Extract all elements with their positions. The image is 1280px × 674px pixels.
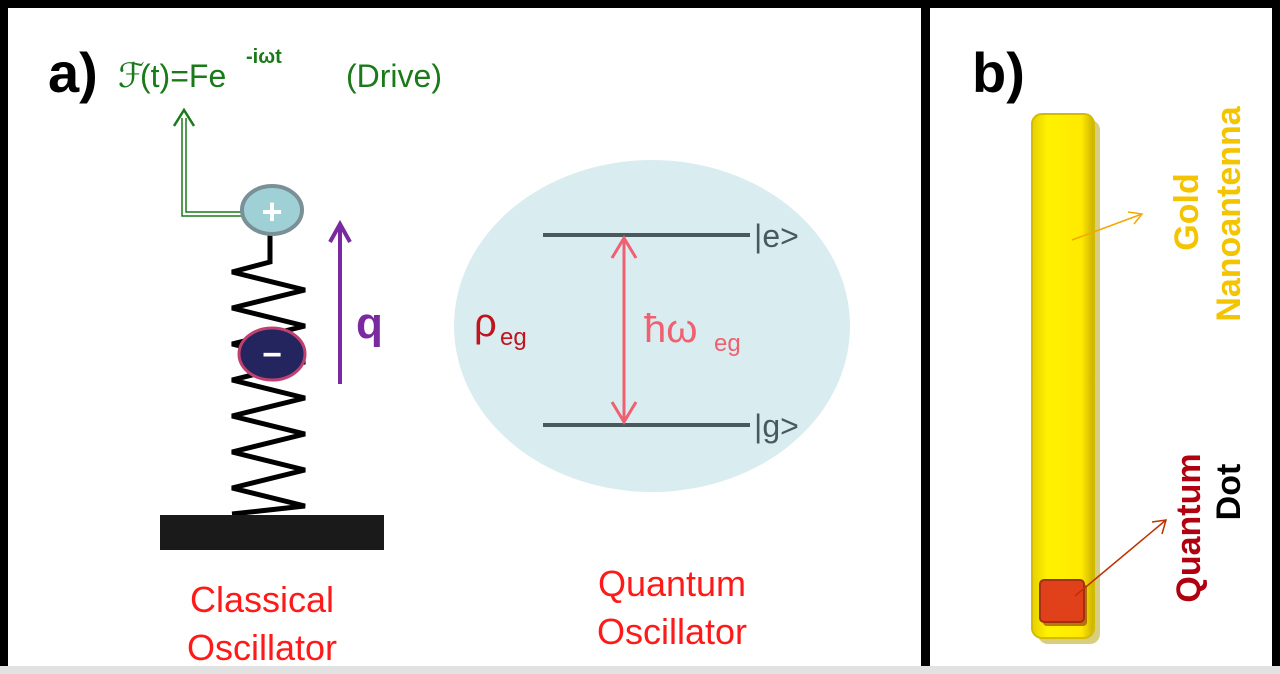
panel-divider xyxy=(921,0,930,666)
drive-label: (Drive) xyxy=(346,58,442,94)
frame-right-border xyxy=(1272,0,1280,674)
displacement-label: q xyxy=(356,299,383,348)
spring xyxy=(231,232,306,517)
rho-sub: eg xyxy=(500,324,527,351)
panel-b-label: b) xyxy=(972,41,1025,104)
gold-nanoantenna xyxy=(1031,113,1100,644)
classical-caption: Classical Oscillator xyxy=(187,579,337,668)
antenna-pointer xyxy=(1071,211,1144,241)
rho-main: ρ xyxy=(474,301,497,345)
quantum-caption: Quantum Oscillator xyxy=(597,563,747,652)
plus-sign: + xyxy=(261,191,282,232)
quantum-caption-line1: Quantum xyxy=(598,563,746,604)
drive-force-symbol: ℱ xyxy=(118,56,145,96)
minus-sign: − xyxy=(262,336,282,374)
excited-state-label: |e> xyxy=(754,218,799,254)
base-plate xyxy=(160,515,384,550)
antenna-label-line1: Gold xyxy=(1168,173,1206,250)
dot-label: Quantum Dot xyxy=(1170,453,1248,602)
negative-charge: − xyxy=(237,326,307,382)
dot-pointer xyxy=(1074,519,1168,597)
drive-expression: (t)=Fe xyxy=(140,58,226,94)
drive-wire xyxy=(172,107,242,217)
quantum-caption-line2: Oscillator xyxy=(597,611,747,652)
quantum-dot xyxy=(1039,579,1087,626)
transition-arrow xyxy=(610,235,638,425)
coherence-label: ρ eg xyxy=(474,301,527,351)
ground-state-label: |g> xyxy=(754,408,799,444)
dot-label-line1: Quantum xyxy=(1170,453,1208,602)
frame-bottom-strip xyxy=(0,666,1280,674)
transition-energy-label: ħω eg xyxy=(644,307,741,357)
frame-left-border xyxy=(0,0,8,674)
classical-caption-line2: Oscillator xyxy=(187,627,337,668)
displacement-arrow xyxy=(328,219,352,384)
quantum-cloud xyxy=(454,160,850,492)
antenna-label-line2: Nanoantenna xyxy=(1210,105,1248,321)
classical-caption-line1: Classical xyxy=(190,579,334,620)
panel-a-label: a) xyxy=(48,41,98,104)
energy-sub: eg xyxy=(714,330,741,357)
drive-exponent: -iωt xyxy=(246,46,282,68)
antenna-label: Gold Nanoantenna xyxy=(1168,105,1248,321)
positive-charge: + xyxy=(240,184,304,236)
dot-label-line2: Dot xyxy=(1210,464,1248,521)
frame-top-border xyxy=(0,0,1280,8)
drive-formula: ℱ (t)=Fe -iωt (Drive) xyxy=(118,46,442,96)
energy-main: ħω xyxy=(644,307,697,351)
